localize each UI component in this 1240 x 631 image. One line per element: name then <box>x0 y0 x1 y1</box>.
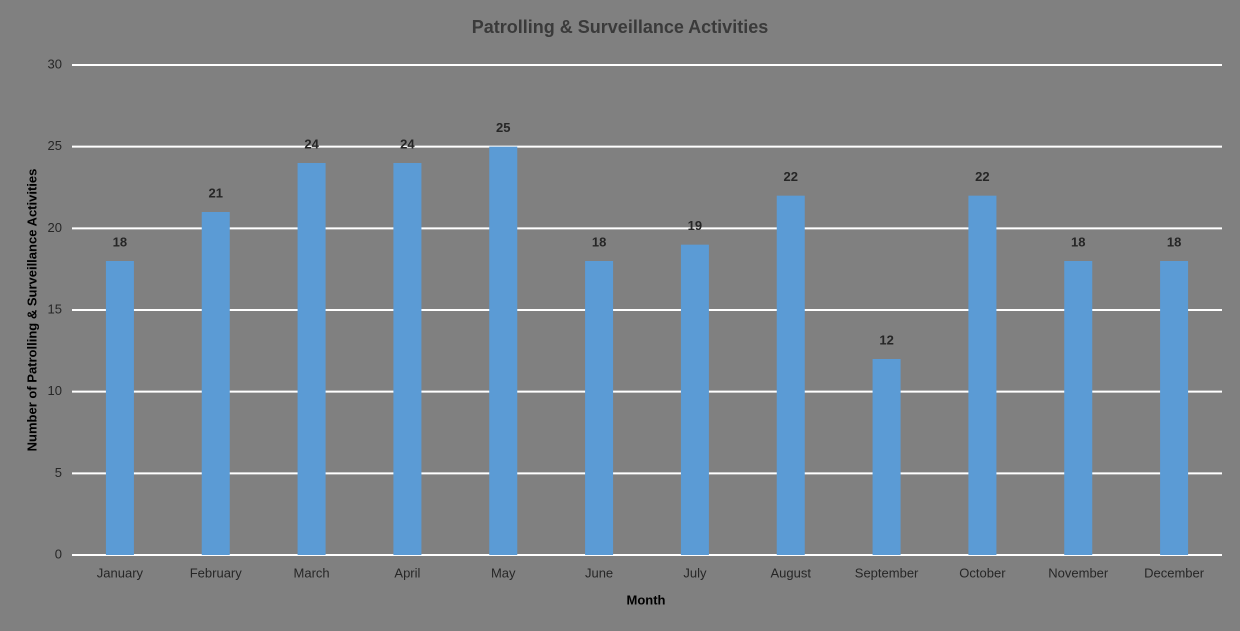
x-axis-title: Month <box>627 592 666 607</box>
y-axis-title: Number of Patrolling & Surveillance Acti… <box>24 169 39 452</box>
data-label: 18 <box>592 234 606 249</box>
x-tick-label: August <box>771 565 812 580</box>
x-tick-label: September <box>855 565 919 580</box>
bar <box>776 195 805 555</box>
data-label: 22 <box>784 169 798 184</box>
bar <box>1160 261 1189 555</box>
data-label: 18 <box>1071 234 1085 249</box>
x-tick-label: July <box>683 565 707 580</box>
x-tick-label: October <box>959 565 1006 580</box>
y-tick-label: 5 <box>55 465 62 480</box>
chart-title: Patrolling & Surveillance Activities <box>472 17 768 37</box>
bar <box>872 359 901 555</box>
x-tick-label: November <box>1048 565 1109 580</box>
data-label: 21 <box>209 185 223 200</box>
data-label: 25 <box>496 120 510 135</box>
bar <box>201 212 230 555</box>
x-tick-label: June <box>585 565 613 580</box>
data-label: 24 <box>304 136 319 151</box>
x-tick-label: February <box>190 565 243 580</box>
data-label: 19 <box>688 218 702 233</box>
bar <box>489 146 518 555</box>
data-label: 18 <box>1167 234 1181 249</box>
y-tick-label: 10 <box>48 383 62 398</box>
bar <box>968 195 997 555</box>
data-label: 12 <box>879 332 893 347</box>
x-tick-label: April <box>394 565 420 580</box>
bar <box>393 163 422 555</box>
x-tick-label: December <box>1144 565 1205 580</box>
y-tick-label: 30 <box>48 56 62 71</box>
y-tick-label: 20 <box>48 220 62 235</box>
data-label: 22 <box>975 169 989 184</box>
bar <box>105 261 134 555</box>
x-tick-label: May <box>491 565 516 580</box>
bar <box>585 261 614 555</box>
y-tick-label: 0 <box>55 546 62 561</box>
x-tick-label: January <box>97 565 144 580</box>
y-tick-label: 25 <box>48 138 62 153</box>
bar <box>297 163 326 555</box>
x-tick-label: March <box>294 565 330 580</box>
data-label: 24 <box>400 136 415 151</box>
bar <box>680 244 709 555</box>
y-tick-label: 15 <box>48 301 62 316</box>
data-label: 18 <box>113 234 127 249</box>
bar <box>1064 261 1093 555</box>
